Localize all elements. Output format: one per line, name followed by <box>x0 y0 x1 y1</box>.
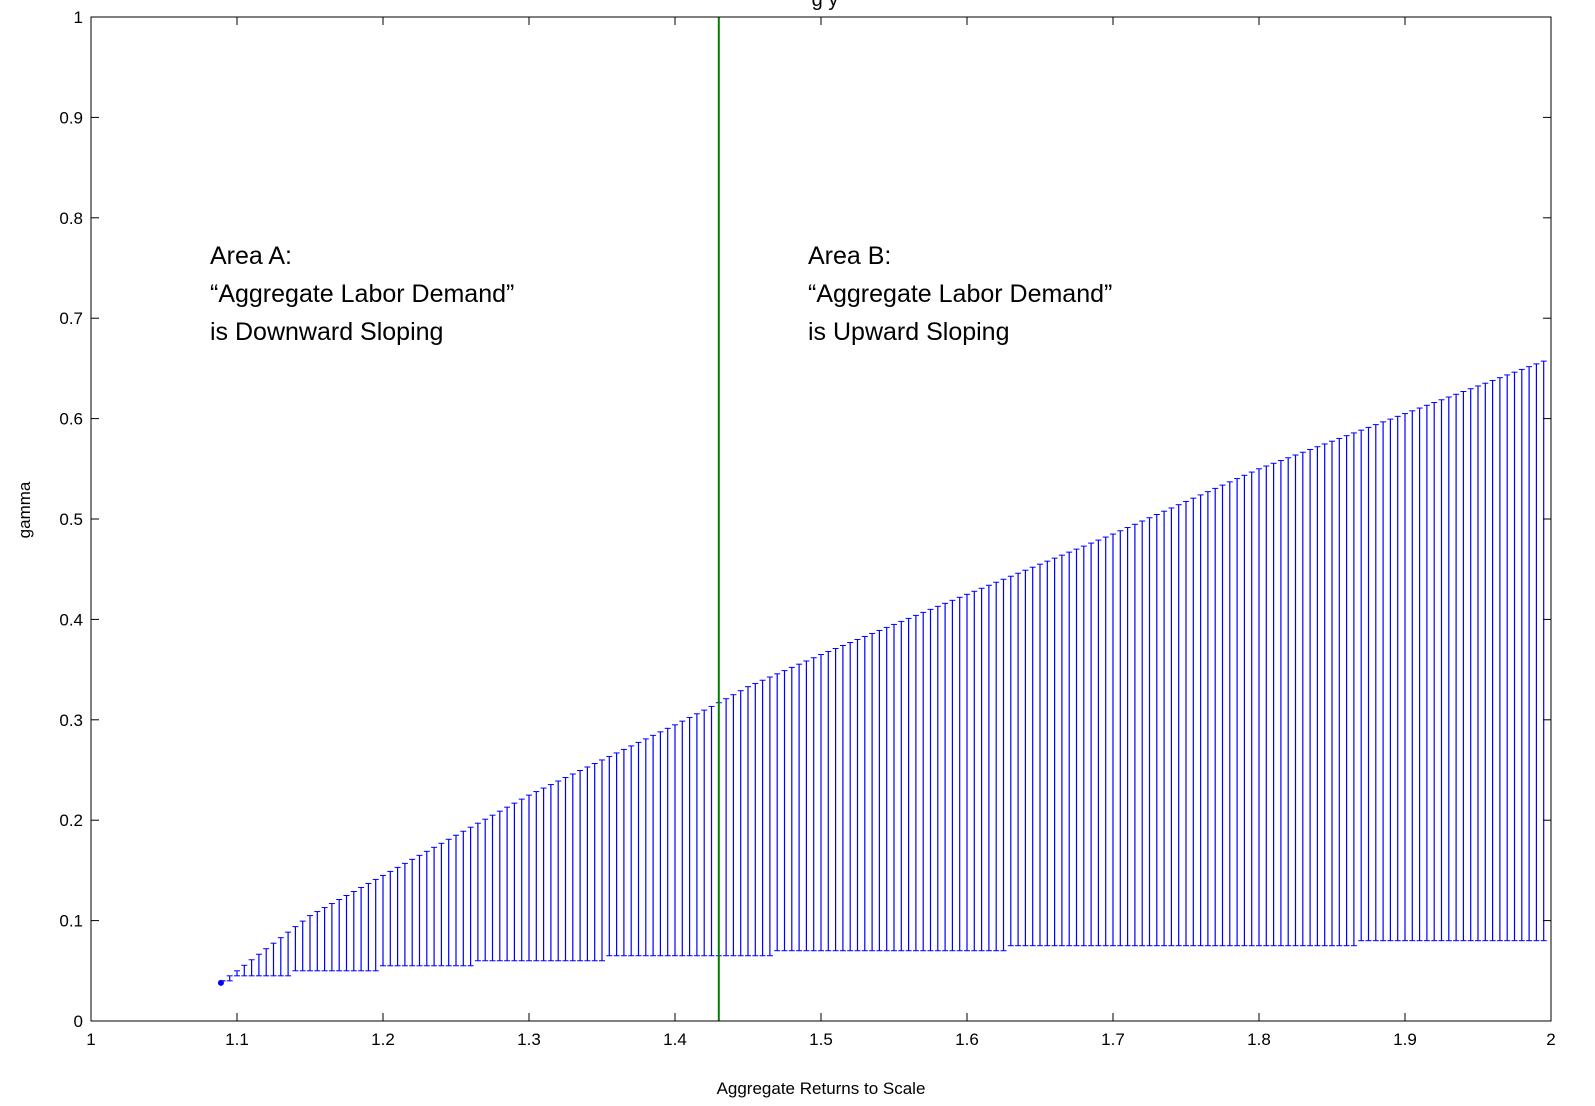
tick-labels-layer: 1 1.1 1.2 1.3 1.4 1.5 1.6 1.7 1.8 1.9 2 0 0.1 0.2 0.3 0… <box>59 8 1555 1049</box>
annotation-line: is Downward Sloping <box>210 318 443 346</box>
y-tick-label: 0.2 <box>59 811 83 830</box>
y-tick-label: 0.9 <box>59 108 83 127</box>
x-tick-label: 1.7 <box>1101 1030 1125 1049</box>
y-tick-label: 0.5 <box>59 510 83 529</box>
y-tick-label: 0.4 <box>59 610 83 629</box>
annotation-line: Area A: <box>210 242 292 270</box>
chart-title: g y <box>812 0 839 11</box>
annotation-line: Area B: <box>808 242 891 270</box>
annotation-line: “Aggregate Labor Demand” <box>808 280 1112 308</box>
x-tick-label: 1.5 <box>809 1030 833 1049</box>
ticks-layer <box>90 16 1552 1022</box>
annotation-line: “Aggregate Labor Demand” <box>210 280 514 308</box>
y-tick-label: 0.1 <box>59 912 83 931</box>
y-tick-label: 0.7 <box>59 309 83 328</box>
x-tick-label: 1.6 <box>955 1030 979 1049</box>
x-tick-label: 2 <box>1546 1030 1555 1049</box>
annotation-area-b: Area B: “Aggregate Labor Demand” is Upward… <box>808 242 1112 346</box>
y-tick-label: 0.6 <box>59 410 83 429</box>
annotation-area-a: Area A: “Aggregate Labor Demand” is Downwa… <box>210 242 514 346</box>
y-tick-label: 0.3 <box>59 711 83 730</box>
y-tick-label: 1 <box>74 8 83 27</box>
x-tick-label: 1.9 <box>1393 1030 1417 1049</box>
y-axis-label: gamma <box>15 481 34 538</box>
y-tick-label: 0 <box>74 1012 83 1031</box>
range-lines-layer <box>219 360 1547 982</box>
x-tick-label: 1.8 <box>1247 1030 1271 1049</box>
x-tick-label: 1.4 <box>663 1030 687 1049</box>
x-axis-label: Aggregate Returns to Scale <box>717 1079 926 1098</box>
x-tick-label: 1.2 <box>371 1030 395 1049</box>
start-marker <box>217 979 224 986</box>
annotations-layer: Area A: “Aggregate Labor Demand” is Downwa… <box>210 242 1112 346</box>
x-tick-label: 1.1 <box>225 1030 249 1049</box>
x-tick-label: 1 <box>86 1030 95 1049</box>
x-tick-label: 1.3 <box>517 1030 541 1049</box>
y-tick-label: 0.8 <box>59 209 83 228</box>
annotation-line: is Upward Sloping <box>808 318 1010 346</box>
